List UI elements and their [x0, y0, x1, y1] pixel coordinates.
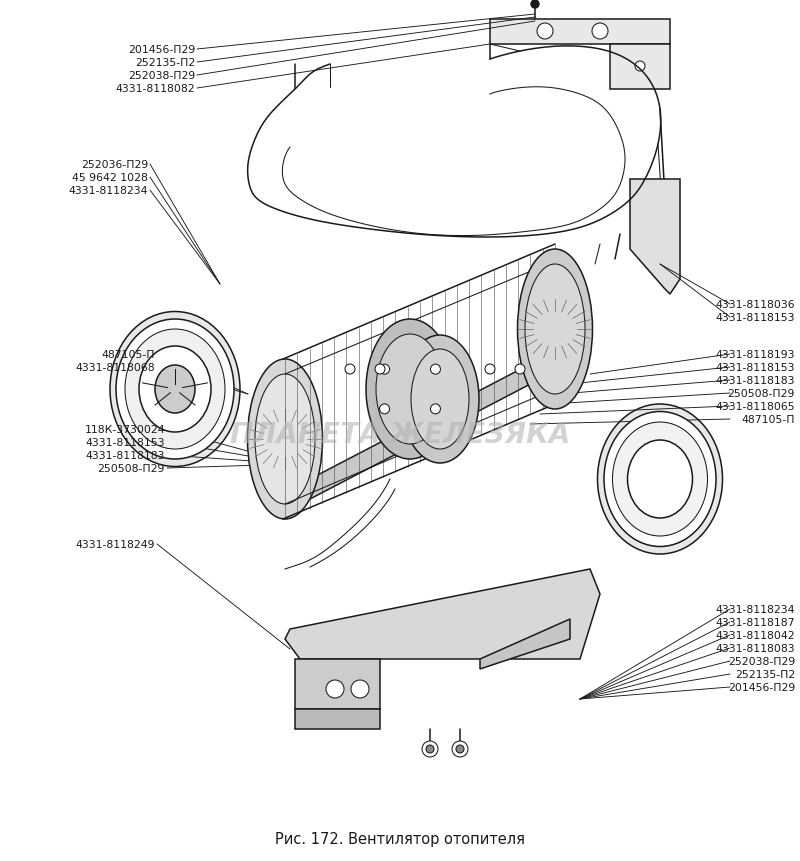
Ellipse shape: [110, 313, 240, 467]
Circle shape: [379, 365, 390, 375]
Circle shape: [426, 745, 434, 753]
Text: 4331-8118249: 4331-8118249: [75, 539, 155, 549]
Text: Рис. 172. Вентилятор отопителя: Рис. 172. Вентилятор отопителя: [275, 832, 525, 846]
Text: 4331-8118036: 4331-8118036: [715, 300, 795, 310]
Text: 4331-8118153: 4331-8118153: [86, 437, 165, 448]
Text: 250508-П29: 250508-П29: [98, 463, 165, 474]
Text: 4331-8118234: 4331-8118234: [69, 186, 148, 195]
Ellipse shape: [604, 412, 716, 547]
Text: 4331-8118183: 4331-8118183: [86, 450, 165, 461]
Ellipse shape: [598, 405, 722, 554]
Circle shape: [452, 741, 468, 757]
Circle shape: [430, 365, 441, 375]
Text: 201456-П29: 201456-П29: [728, 682, 795, 692]
Circle shape: [379, 405, 390, 414]
Text: 252038-П29: 252038-П29: [128, 71, 195, 81]
Circle shape: [430, 405, 441, 414]
Polygon shape: [490, 20, 670, 45]
Text: ПЛАНЕТА ЖЕЛЕЗЯКА: ПЛАНЕТА ЖЕЛЕЗЯКА: [230, 420, 570, 449]
Polygon shape: [610, 45, 670, 90]
Ellipse shape: [411, 350, 469, 449]
Text: 4331-8118068: 4331-8118068: [75, 362, 155, 373]
Text: 487105-П: 487105-П: [102, 350, 155, 360]
Polygon shape: [630, 180, 680, 294]
Text: 4331-8118193: 4331-8118193: [715, 350, 795, 360]
Ellipse shape: [627, 441, 693, 518]
Text: 4331-8118234: 4331-8118234: [715, 604, 795, 614]
Circle shape: [456, 745, 464, 753]
Text: 252036-П29: 252036-П29: [81, 160, 148, 170]
Circle shape: [592, 24, 608, 40]
Text: 252135-П2: 252135-П2: [734, 669, 795, 679]
Circle shape: [326, 680, 344, 698]
Text: 4331-8118083: 4331-8118083: [715, 643, 795, 653]
Circle shape: [422, 741, 438, 757]
Polygon shape: [285, 569, 600, 660]
Text: 252135-П2: 252135-П2: [134, 58, 195, 68]
Ellipse shape: [401, 336, 479, 463]
Text: 45 9642 1028: 45 9642 1028: [72, 173, 148, 183]
Ellipse shape: [125, 330, 225, 449]
Ellipse shape: [155, 366, 195, 413]
Ellipse shape: [116, 319, 234, 460]
Polygon shape: [480, 619, 570, 669]
Ellipse shape: [247, 360, 322, 519]
Ellipse shape: [613, 423, 707, 536]
Ellipse shape: [255, 375, 315, 505]
Text: 118К-3730024: 118К-3730024: [84, 424, 165, 435]
Text: 4331-8118065: 4331-8118065: [715, 401, 795, 412]
Text: 201456-П29: 201456-П29: [128, 45, 195, 55]
Ellipse shape: [366, 319, 454, 460]
Circle shape: [537, 24, 553, 40]
Text: 250508-П29: 250508-П29: [728, 388, 795, 399]
Text: 4331-8118183: 4331-8118183: [715, 375, 795, 386]
Text: 4331-8118153: 4331-8118153: [715, 313, 795, 323]
Circle shape: [635, 62, 645, 72]
Text: 4331-8118042: 4331-8118042: [715, 630, 795, 641]
Circle shape: [515, 364, 525, 375]
Ellipse shape: [518, 250, 593, 410]
Circle shape: [375, 364, 385, 375]
Circle shape: [351, 680, 369, 698]
Ellipse shape: [525, 264, 585, 394]
Circle shape: [345, 364, 355, 375]
Text: 4331-8118153: 4331-8118153: [715, 362, 795, 373]
Polygon shape: [295, 660, 380, 709]
Ellipse shape: [376, 335, 444, 444]
Text: 4331-8118187: 4331-8118187: [715, 617, 795, 628]
Circle shape: [485, 364, 495, 375]
Circle shape: [531, 1, 539, 9]
Text: 4331-8118082: 4331-8118082: [115, 84, 195, 94]
Text: 487105-П: 487105-П: [742, 414, 795, 424]
Polygon shape: [295, 709, 380, 729]
Ellipse shape: [139, 347, 211, 432]
Text: 252038-П29: 252038-П29: [728, 656, 795, 666]
Polygon shape: [295, 360, 555, 499]
